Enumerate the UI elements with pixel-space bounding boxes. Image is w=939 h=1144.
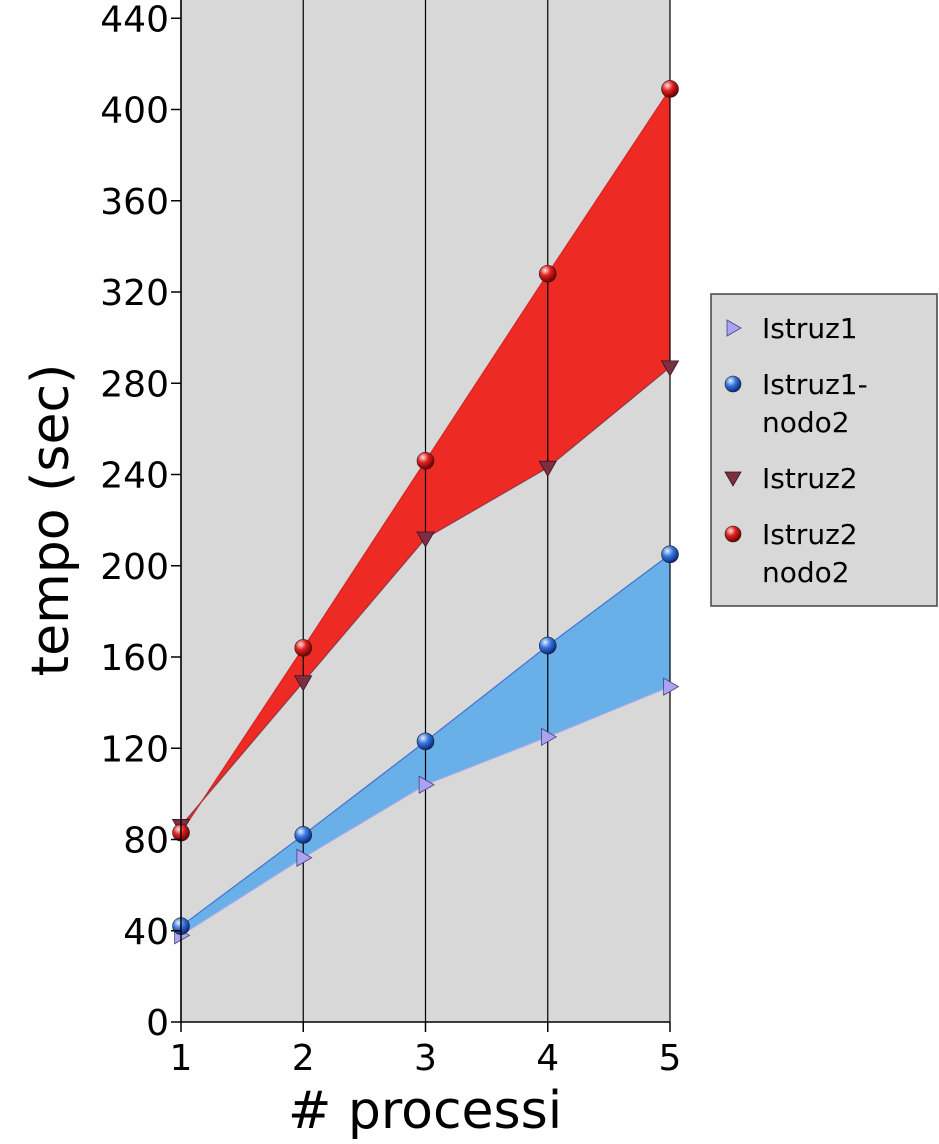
y-tick-label-320: 320 (100, 273, 169, 314)
y-tick-label-120: 120 (100, 729, 169, 770)
point-istruz1-5 (663, 677, 680, 696)
point-istruz2-nodo2-2 (294, 639, 313, 657)
point-istruz2-nodo2-3 (416, 452, 435, 470)
point-istruz2-5 (660, 360, 680, 377)
legend-label-istruz2-nodo2-line2: nodo2 (762, 556, 850, 589)
legend-marker-istruz1-nodo2 (724, 375, 742, 393)
legend-marker-istruz1 (726, 319, 742, 337)
y-tick-label-240: 240 (100, 456, 169, 497)
y-tick-label-0: 0 (146, 1003, 169, 1044)
y-tick-label-160: 160 (100, 638, 169, 679)
x-axis-title: # processi (288, 1081, 562, 1141)
point-istruz1-nodo2-5 (661, 545, 679, 564)
legend-marker-istruz2-nodo2 (724, 525, 742, 543)
point-istruz2-4 (538, 460, 557, 477)
x-ticks: 1 2 3 4 5 (170, 1022, 682, 1079)
point-istruz2-nodo2-4 (538, 264, 557, 283)
legend-box (710, 293, 938, 607)
y-tick-label-80: 80 (123, 821, 169, 862)
y-tick-label-280: 280 (100, 364, 169, 405)
point-istruz1-2 (296, 848, 313, 867)
point-istruz2-3 (416, 531, 435, 548)
x-tick-label-4: 4 (536, 1038, 559, 1079)
point-istruz1-4 (540, 727, 558, 747)
x-tick-label-5: 5 (659, 1038, 682, 1079)
legend-marker-istruz2 (724, 471, 742, 487)
point-istruz2-2 (294, 675, 313, 692)
legend-label-istruz2-nodo2: Istruz2 (762, 518, 858, 551)
legend-label-istruz1: Istruz1 (762, 312, 858, 345)
y-tick-label-360: 360 (100, 182, 169, 223)
y-axis-title: tempo (sec) (21, 364, 81, 677)
legend-label-istruz1-nodo2-line2: nodo2 (762, 406, 850, 439)
x-tick-label-3: 3 (414, 1038, 437, 1079)
point-istruz1-nodo2-2 (294, 826, 313, 844)
y-tick-label-40: 40 (123, 912, 169, 953)
legend: Istruz1 Istruz1- nodo2 Istruz2 Istruz2 nodo2 (710, 293, 938, 607)
y-ticks: 0 40 80 120 160 200 240 280 320 360 400 440 (100, 0, 181, 1044)
y-tick-label-440: 440 (100, 0, 169, 40)
x-tick-label-2: 2 (292, 1038, 315, 1079)
y-tick-label-400: 400 (100, 91, 169, 132)
legend-label-istruz1-nodo2: Istruz1- (762, 368, 868, 401)
point-istruz1-nodo2-4 (538, 636, 557, 655)
legend-label-istruz2: Istruz2 (762, 462, 858, 495)
point-istruz1-3 (418, 775, 435, 794)
y-tick-label-200: 200 (100, 547, 169, 588)
point-istruz2-nodo2-5 (661, 80, 679, 98)
x-tick-label-1: 1 (170, 1038, 193, 1079)
point-istruz1-nodo2-3 (416, 732, 435, 751)
